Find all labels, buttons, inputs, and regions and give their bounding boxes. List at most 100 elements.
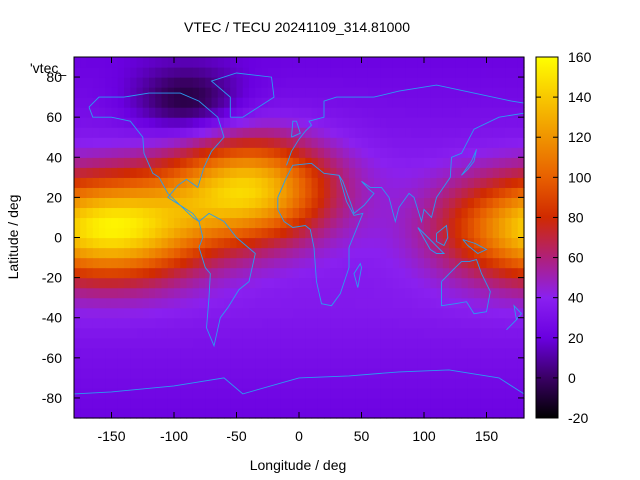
heatmap-cell	[149, 247, 156, 259]
heatmap-cell	[142, 227, 150, 239]
heatmap-cell	[99, 57, 106, 68]
heatmap-cell	[467, 317, 475, 329]
heatmap-cell	[236, 347, 244, 359]
heatmap-cell	[324, 237, 331, 249]
heatmap-cell	[261, 347, 269, 359]
heatmap-cell	[317, 327, 325, 339]
heatmap-cell	[205, 347, 213, 359]
heatmap-cell	[449, 337, 456, 349]
heatmap-cell	[455, 407, 463, 419]
heatmap-cell	[180, 407, 188, 419]
heatmap-cell	[336, 307, 344, 319]
heatmap-cell	[161, 287, 169, 299]
heatmap-cell	[324, 177, 331, 188]
heatmap-cell	[342, 217, 350, 229]
heatmap-cell	[505, 217, 513, 229]
heatmap-cell	[474, 287, 481, 299]
heatmap-cell	[92, 87, 100, 98]
heatmap-cell	[342, 157, 350, 168]
heatmap-cell	[511, 177, 519, 188]
heatmap-cell	[130, 407, 138, 419]
heatmap-cell	[461, 387, 469, 399]
heatmap-cell	[424, 107, 431, 118]
heatmap-cell	[455, 227, 463, 239]
heatmap-cell	[424, 287, 431, 299]
heatmap-cell	[255, 257, 263, 269]
heatmap-cell	[105, 307, 113, 319]
heatmap-cell	[92, 317, 100, 329]
heatmap-cell	[292, 367, 300, 379]
heatmap-cell	[130, 217, 138, 229]
heatmap-cell	[149, 267, 156, 279]
heatmap-cell	[461, 407, 469, 419]
heatmap-cell	[492, 217, 500, 229]
heatmap-cell	[430, 277, 438, 289]
heatmap-cell	[499, 327, 506, 339]
heatmap-cell	[492, 297, 500, 309]
heatmap-cell	[149, 187, 156, 198]
heatmap-cell	[174, 407, 181, 419]
heatmap-cell	[74, 347, 81, 359]
heatmap-cell	[342, 387, 350, 399]
heatmap-cell	[424, 317, 431, 329]
heatmap-cell	[405, 397, 413, 409]
heatmap-cell	[486, 97, 494, 108]
heatmap-cell	[249, 97, 256, 108]
heatmap-cell	[261, 67, 269, 78]
heatmap-cell	[374, 247, 381, 259]
heatmap-cell	[174, 377, 181, 389]
heatmap-cell	[505, 167, 513, 178]
heatmap-cell	[374, 287, 381, 299]
heatmap-cell	[480, 177, 488, 188]
heatmap-cell	[167, 137, 175, 148]
heatmap-cell	[155, 397, 163, 409]
heatmap-cell	[455, 237, 463, 249]
heatmap-cell	[442, 397, 450, 409]
heatmap-cell	[292, 237, 300, 249]
heatmap-cell	[411, 157, 419, 168]
coastline	[353, 262, 362, 288]
heatmap-cell	[474, 177, 481, 188]
heatmap-cell	[399, 327, 406, 339]
heatmap-cell	[380, 87, 388, 98]
heatmap-cell	[155, 407, 163, 419]
heatmap-cell	[411, 317, 419, 329]
heatmap-cell	[86, 287, 94, 299]
heatmap-cell	[505, 227, 513, 239]
heatmap-cell	[467, 177, 475, 188]
heatmap-cell	[224, 107, 231, 118]
heatmap-cell	[80, 357, 88, 369]
heatmap-cell	[224, 387, 231, 399]
heatmap-cell	[149, 197, 156, 209]
heatmap-cell	[149, 347, 156, 359]
heatmap-cell	[230, 407, 238, 419]
heatmap-cell	[192, 147, 200, 158]
heatmap-cell	[424, 67, 431, 78]
heatmap-cell	[486, 107, 494, 118]
heatmap-cell	[111, 217, 119, 229]
heatmap-cell	[136, 297, 144, 309]
heatmap-cell	[86, 307, 94, 319]
heatmap-cell	[367, 397, 375, 409]
heatmap-cell	[130, 257, 138, 269]
heatmap-cell	[355, 197, 363, 209]
heatmap-cell	[292, 207, 300, 219]
heatmap-cell	[511, 127, 519, 138]
heatmap-cell	[380, 407, 388, 419]
heatmap-cell	[80, 77, 88, 88]
heatmap-cell	[480, 187, 488, 198]
heatmap-cell	[255, 347, 263, 359]
heatmap-cell	[392, 327, 400, 339]
heatmap-cell	[249, 237, 256, 249]
heatmap-cell	[255, 57, 263, 68]
heatmap-cell	[167, 367, 175, 379]
heatmap-cell	[505, 367, 513, 379]
heatmap-cell	[517, 117, 525, 128]
heatmap-cell	[386, 107, 394, 118]
heatmap-cell	[342, 347, 350, 359]
heatmap-cell	[405, 117, 413, 128]
heatmap-cell	[74, 337, 81, 349]
heatmap-cell	[186, 307, 194, 319]
heatmap-cell	[449, 317, 456, 329]
heatmap-cell	[255, 207, 263, 219]
